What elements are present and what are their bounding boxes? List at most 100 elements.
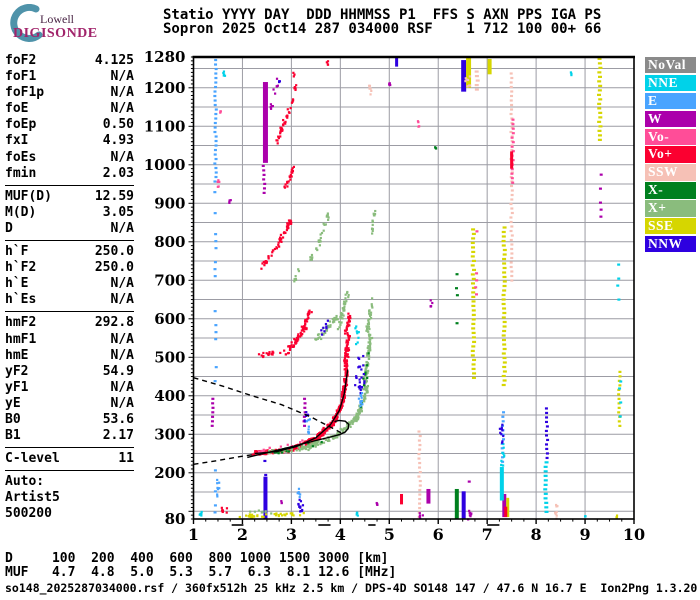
param-value: N/A [110,69,134,85]
param-name: hmF2 [5,315,37,331]
param-value: N/A [110,379,134,395]
header-columns-row: Statio YYYY DAY DDD HHMMSS P1 FFS S AXN … [163,7,602,23]
param-value: 4.93 [102,133,134,149]
x-tick-label: 10 [623,525,645,544]
digisonde-logo: Lowell DIGISONDE [6,4,126,48]
param-value: 2.17 [102,428,134,444]
param-value: N/A [110,220,134,236]
param-row: hmF2 292.8 [5,315,134,331]
param-value: 54.9 [102,363,134,379]
param-value: N/A [110,292,134,308]
profile-loop-solid [247,419,350,459]
param-value: N/A [110,149,134,165]
muf-transmission-dashed [193,377,345,435]
param-row: M(D) 3.05 [5,205,134,221]
param-row: h`E N/A [5,276,134,292]
param-value: 53.6 [102,411,134,427]
param-row: yF2 54.9 [5,364,134,380]
param-group: hmF2 292.8 hmF1 N/A hmE N/A yF2 54.9 yF1 N/A yE N/A… [5,311,134,444]
status-line: so148_2025287034000.rsf / 360fx512h 25 k… [5,581,698,595]
x-tick-label: 2 [237,525,248,544]
legend-item-vo: Vo- [645,128,696,145]
parameter-panel: foF2 4.125 foF1 N/A foF1p N/A foE N/A foEp 0.50 fx… [5,53,134,523]
logo-arc-icon [10,4,43,42]
param-row: h`F 250.0 [5,244,134,260]
param-value: N/A [110,101,134,117]
y-tick-label: 300 [154,425,185,443]
y-tick-label: 500 [154,348,185,366]
legend-item-noval: NoVal [645,57,696,74]
legend-item-x: X- [645,182,696,199]
extrapolated-low-dashed [193,453,255,465]
param-name: foEs [5,149,37,165]
param-name: fxI [5,133,29,149]
x-tick-label: 9 [579,525,590,544]
legend-item-x: X+ [645,200,696,217]
param-value: N/A [110,347,134,363]
param-row: hmF1 N/A [5,332,134,348]
x-tick-label: 4 [335,525,346,544]
legend-item-vo: Vo+ [645,146,696,163]
param-name: hmF1 [5,331,37,347]
param-row: C-level 11 [5,451,134,467]
y-tick-label: 1000 [144,156,186,174]
x-tick-label: 3 [286,525,297,544]
x-tick-label: 7 [482,525,493,544]
param-row: B0 53.6 [5,412,134,428]
legend-item-e: E [645,92,696,110]
param-group: foF2 4.125 foF1 N/A foF1p N/A foE N/A foEp 0.50 fx… [5,53,134,182]
param-name: Auto: [5,474,45,490]
legend-item-nnw: NNW [645,235,696,253]
logo-product-text: DIGISONDE [13,26,98,41]
param-name: yF2 [5,363,29,379]
param-name: B0 [5,411,21,427]
param-name: foE [5,101,29,117]
y-tick-label: 400 [154,387,185,405]
param-row: foEp 0.50 [5,117,134,133]
x-tick-label: 1 [188,525,199,544]
param-group: MUF(D) 12.59 M(D) 3.05 D N/A [5,184,134,237]
param-row: Artist5 [5,490,134,506]
param-value: 2.03 [102,165,134,181]
plot-border [192,56,635,520]
param-group: Auto: Artist5 500200 [5,470,134,522]
echo-direction-legend: NoVal NNE E W Vo- Vo+ SSW X- X+ SSE NNW [645,57,696,254]
param-name: hmE [5,347,29,363]
param-row: B1 2.17 [5,428,134,444]
param-row: h`Es N/A [5,292,134,308]
legend-item-nne: NNE [645,74,696,92]
y-tick-label: 600 [154,310,185,328]
logo-brand-text: Lowell [40,12,74,26]
y-tick-label: 800 [154,233,185,251]
param-name: foEp [5,117,37,133]
param-row: fmin 2.03 [5,166,134,182]
param-name: h`Es [5,292,37,308]
param-name: B1 [5,428,21,444]
param-value: 4.125 [94,53,134,68]
param-row: yF1 N/A [5,380,134,396]
param-row: yE N/A [5,396,134,412]
param-row: foE N/A [5,101,134,117]
param-row: MUF(D) 12.59 [5,189,134,205]
param-value: 250.0 [94,260,134,276]
param-name: h`F [5,244,29,260]
param-value: 12.59 [94,188,134,204]
param-row: foEs N/A [5,150,134,166]
legend-item-sse: SSE [645,218,696,235]
param-row: fxI 4.93 [5,133,134,149]
param-name: yE [5,395,21,411]
y-tick-label: 900 [154,194,185,212]
y-tick-label: 700 [154,271,185,289]
x-tick-label: 5 [384,525,395,544]
y-tick-label: 1100 [144,117,186,135]
param-value: N/A [110,276,134,292]
param-name: h`F2 [5,260,37,276]
param-value: N/A [110,331,134,347]
param-group: C-level 11 [5,447,134,467]
param-name: foF1p [5,85,45,101]
param-name: 500200 [5,506,52,522]
param-row: h`F2 250.0 [5,260,134,276]
param-row: foF1p N/A [5,85,134,101]
x-tick-label: 6 [433,525,444,544]
